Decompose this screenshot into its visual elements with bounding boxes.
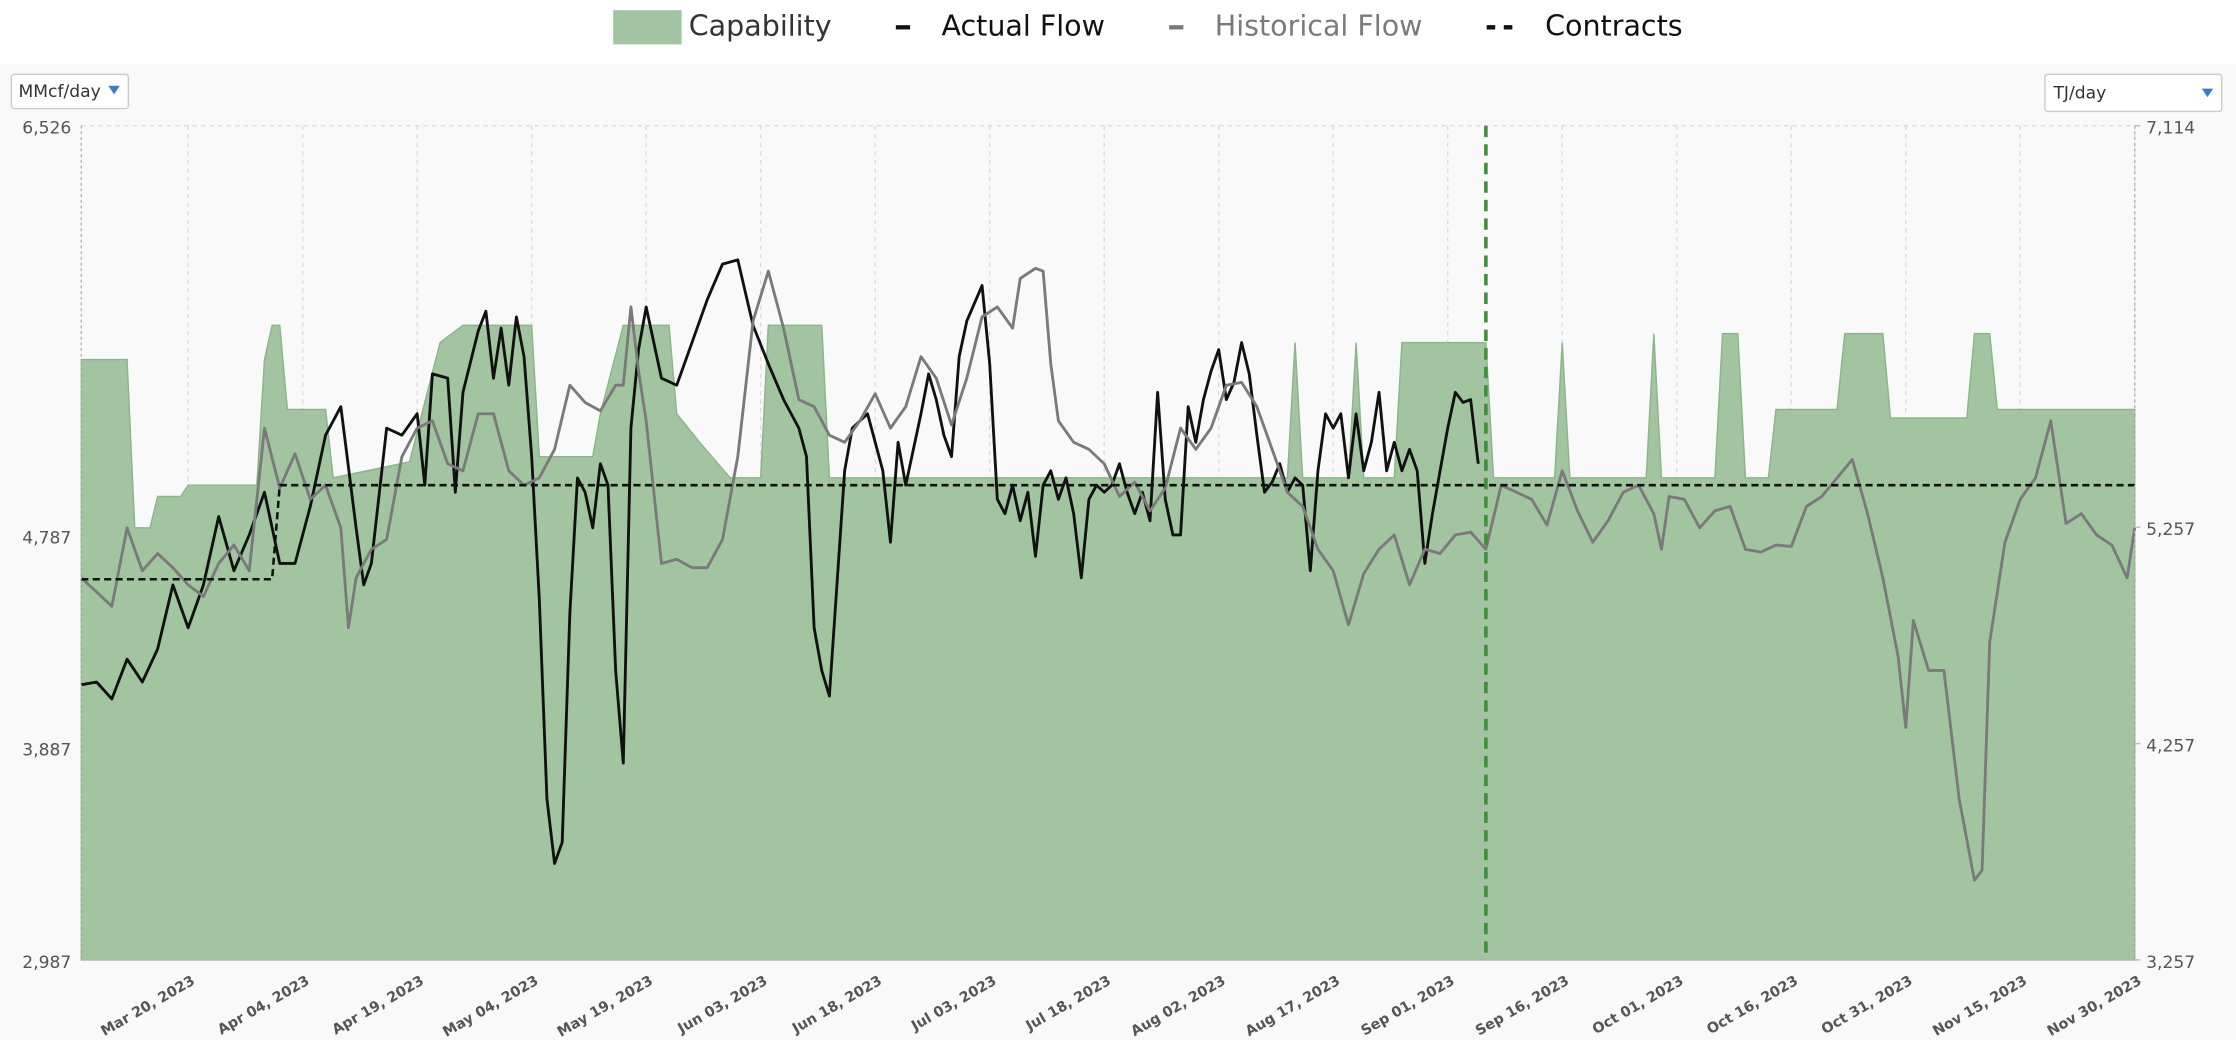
legend-label: Capability	[689, 9, 832, 42]
left-unit-dropdown[interactable]: MMcf/day	[10, 73, 130, 110]
y2-tick-label: 4,257	[2146, 736, 2195, 756]
y-tick-label: 2,987	[22, 953, 71, 973]
dropdown-label[interactable]: TJ/day	[2052, 84, 2106, 104]
y-tick-label: 3,887	[22, 741, 71, 761]
dropdown-box[interactable]	[10, 73, 130, 110]
dropdown-arrow[interactable]	[108, 85, 120, 95]
legend: Capability Actual Flow Historical Flow Cont…	[613, 9, 1683, 45]
dropdown-label[interactable]: MMcf/day	[19, 82, 101, 102]
legend-swatch	[613, 10, 682, 45]
dropdown-box[interactable]	[2044, 73, 2223, 113]
right-unit-dropdown[interactable]: TJ/day	[2044, 73, 2223, 113]
marks	[80, 125, 2137, 961]
y-tick-label: 4,787	[22, 528, 71, 548]
y2-tick-label: 3,257	[2146, 953, 2195, 973]
dropdown-arrow[interactable]	[2201, 88, 2214, 98]
y2-tick-label: 5,257	[2146, 520, 2195, 540]
legend-label: Contracts	[1545, 9, 1683, 42]
series-line	[81, 258, 1480, 865]
y2-tick-label: 7,114	[2146, 119, 2195, 139]
series-line	[80, 266, 2137, 882]
legend-label: Actual Flow	[941, 9, 1105, 42]
series-line	[81, 483, 2135, 581]
y-tick-label: 6,526	[22, 119, 71, 139]
legend-label: Historical Flow	[1215, 9, 1423, 42]
